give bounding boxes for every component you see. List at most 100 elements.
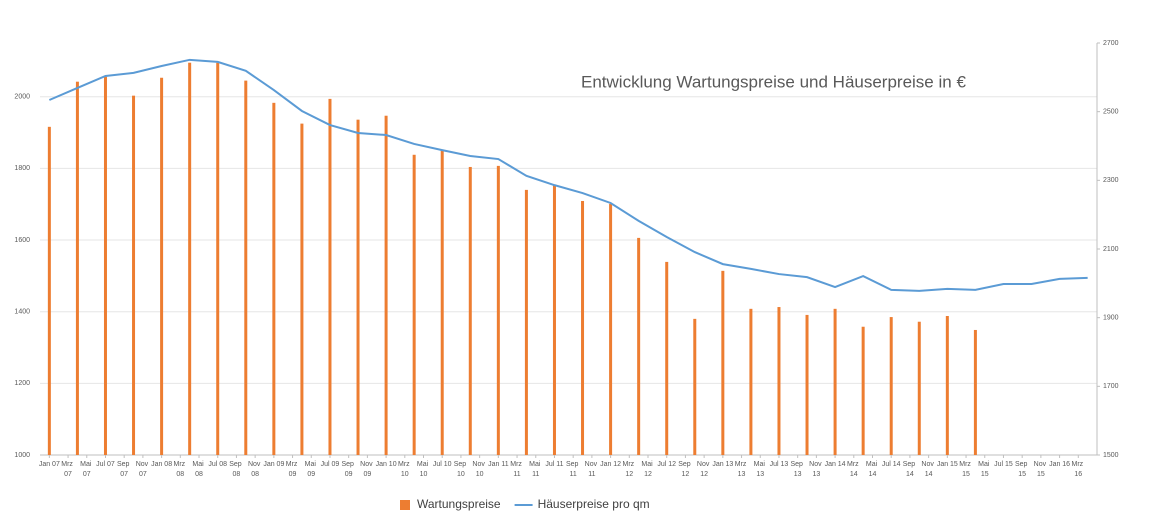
x-tick-label: Mai 09 [305, 461, 318, 478]
bar [609, 203, 613, 455]
bar [552, 184, 556, 455]
legend-label: Wartungspreise [417, 497, 501, 511]
y2-tick-label: 2700 [1103, 40, 1119, 47]
x-tick-label: Mrz 10 [398, 461, 412, 478]
bar [272, 102, 276, 456]
x-tick-label: Sep 12 [678, 461, 692, 478]
x-tick-label: Jan 07 [39, 461, 60, 468]
x-tick-label: Nov 10 [472, 461, 486, 478]
bar [749, 308, 753, 455]
x-tick-label: Mrz 11 [510, 461, 524, 478]
bar [693, 318, 697, 455]
x-tick-label: Mrz 13 [735, 461, 749, 478]
bar [833, 308, 837, 455]
bar [160, 77, 164, 455]
x-tick-label: Mrz 14 [847, 461, 861, 478]
x-tick-label: Sep 11 [566, 461, 580, 478]
x-tick-label: Jan 11 [488, 461, 509, 468]
x-tick-label: Nov 14 [921, 461, 935, 478]
x-tick-label: Jul 07 [96, 461, 115, 468]
bar [917, 321, 921, 455]
x-tick-label: Mrz 16 [1071, 461, 1085, 478]
y-tick-label: 1800 [14, 165, 30, 172]
x-tick-label: Mai 15 [978, 461, 991, 478]
x-tick-label: Mai 14 [866, 461, 879, 478]
bar [468, 166, 472, 456]
x-tick-label: Jul 08 [208, 461, 227, 468]
bar [581, 200, 585, 455]
x-tick-label: Jan 14 [825, 461, 846, 468]
bar [412, 154, 416, 455]
x-tick-label: Sep 15 [1015, 461, 1029, 478]
y2-tick-label: 2300 [1103, 177, 1119, 184]
x-tick-label: Sep 10 [454, 461, 468, 478]
y2-tick-label: 1900 [1103, 315, 1119, 322]
x-tick-label: Jul 15 [994, 461, 1013, 468]
x-tick-label: Mai 12 [641, 461, 654, 478]
bar [665, 261, 669, 455]
x-tick-label: Jan 12 [600, 461, 621, 468]
x-tick-label: Jul 13 [770, 461, 789, 468]
x-tick-label: Mrz 08 [174, 461, 188, 478]
x-tick-label: Mrz 15 [959, 461, 973, 478]
y2-tick-label: 2100 [1103, 246, 1119, 253]
x-tick-label: Jan 13 [712, 461, 733, 468]
y-tick-label: 1000 [14, 452, 30, 459]
bar [328, 98, 332, 455]
x-tick-label: Mai 08 [192, 461, 205, 478]
legend-label: Häuserpreise pro qm [538, 497, 650, 511]
bar [496, 165, 500, 455]
x-tick-label: Sep 07 [117, 461, 131, 478]
x-tick-label: Sep 08 [229, 461, 243, 478]
x-tick-label: Mai 11 [529, 461, 542, 478]
bar [244, 80, 248, 455]
x-tick-label: Nov 09 [360, 461, 374, 478]
x-tick-label: Nov 11 [585, 461, 599, 478]
bar [440, 149, 444, 456]
x-tick-label: Mrz 09 [286, 461, 300, 478]
x-tick-label: Sep 09 [341, 461, 355, 478]
bar [637, 237, 641, 455]
x-tick-label: Jan 08 [151, 461, 172, 468]
y-tick-label: 1600 [14, 237, 30, 244]
bar [524, 189, 528, 455]
x-tick-label: Jan 15 [937, 461, 958, 468]
x-tick-label: Nov 08 [248, 461, 262, 478]
bar [216, 62, 220, 456]
x-tick-label: Jan 16 [1049, 461, 1070, 468]
x-tick-label: Jul 12 [657, 461, 676, 468]
bar [188, 62, 192, 456]
bar [356, 119, 360, 456]
x-tick-label: Jul 14 [882, 461, 901, 468]
y2-tick-label: 2500 [1103, 109, 1119, 116]
x-tick-label: Jan 09 [263, 461, 284, 468]
y-tick-label: 1400 [14, 309, 30, 316]
x-tick-label: Sep 14 [903, 461, 917, 478]
x-tick-label: Nov 15 [1034, 461, 1048, 478]
x-tick-label: Nov 12 [697, 461, 711, 478]
x-tick-label: Mai 13 [754, 461, 767, 478]
bar [75, 81, 79, 456]
x-tick-label: Mai 10 [417, 461, 430, 478]
x-tick-label: Nov 07 [136, 461, 150, 478]
bar [721, 270, 725, 455]
bar [103, 76, 107, 456]
y-tick-label: 1200 [14, 380, 30, 387]
x-tick-label: Nov 13 [809, 461, 823, 478]
x-tick-label: Mrz 07 [61, 461, 75, 478]
bar [47, 126, 51, 456]
line [48, 58, 1088, 292]
bar [861, 326, 865, 455]
x-tick-label: Jul 09 [321, 461, 340, 468]
bar [973, 329, 977, 455]
chart-title: Entwicklung Wartungspreise und Häuserpre… [581, 72, 966, 91]
x-tick-label: Mrz 12 [622, 461, 636, 478]
x-tick-label: Jul 10 [433, 461, 452, 468]
legend-swatch [400, 500, 410, 510]
bar [384, 115, 388, 455]
bar [945, 315, 949, 455]
bar [805, 314, 809, 455]
x-tick-label: Mai 07 [80, 461, 93, 478]
y2-tick-label: 1500 [1103, 452, 1119, 459]
